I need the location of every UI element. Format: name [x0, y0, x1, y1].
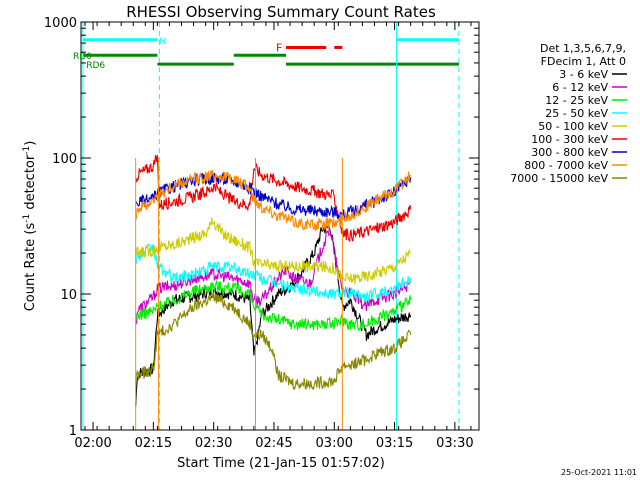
state-annotation-3: F — [276, 41, 282, 54]
legend-label-4: 50 - 100 keV — [538, 120, 608, 133]
legend-header-1: FDecim 1, Att 0 — [541, 55, 626, 68]
timestamp: 25-Oct-2021 11:01 — [561, 468, 637, 477]
series-line-4 — [135, 217, 411, 284]
series-line-8 — [135, 291, 412, 391]
state-annotation-0: N — [159, 37, 166, 47]
y-tick-label-2: 100 — [52, 152, 77, 167]
series-line-2 — [135, 279, 412, 331]
state-annotation-1: RD0 — [73, 52, 92, 62]
legend-label-2: 12 - 25 keV — [545, 94, 608, 107]
series-line-1 — [135, 229, 412, 325]
chart-title: RHESSI Observing Summary Count Rates — [126, 3, 436, 21]
legend-label-8: 7000 - 15000 keV — [510, 172, 608, 185]
y-axis-label-main: Count Rate (s — [23, 223, 38, 312]
series-line-0 — [135, 222, 412, 407]
legend-label-0: 3 - 6 keV — [559, 68, 608, 81]
legend-label-5: 100 - 300 keV — [531, 133, 608, 146]
y-axis-label-sup1: -1 — [22, 214, 32, 223]
legend-label-3: 25 - 50 keV — [545, 107, 608, 120]
y-tick-label-1: 10 — [60, 288, 77, 303]
x-tick-label-3: 02:45 — [255, 436, 292, 451]
series-line-5 — [135, 153, 412, 243]
y-axis-label-sup2: -1 — [22, 146, 32, 155]
x-axis-label: Start Time (21-Jan-15 01:57:02) — [177, 456, 385, 471]
plot-frame — [80, 21, 480, 431]
legend-label-1: 6 - 12 keV — [552, 81, 608, 94]
series-line-3 — [135, 243, 412, 302]
legend-label-6: 300 - 800 keV — [531, 146, 608, 159]
x-tick-label-0: 02:00 — [74, 436, 111, 451]
x-tick-label-4: 03:00 — [316, 436, 353, 451]
y-tick-label-0: 1 — [69, 424, 77, 439]
x-tick-label-5: 03:15 — [376, 436, 413, 451]
y-axis-label-mid: detector — [23, 154, 38, 214]
y-tick-label-3: 1000 — [44, 16, 77, 31]
state-annotation-2: RD6 — [86, 61, 105, 71]
series-line-7 — [135, 169, 412, 231]
y-axis-label-end: ) — [23, 141, 38, 146]
legend-label-7: 800 - 7000 keV — [524, 159, 608, 172]
x-tick-label-1: 02:15 — [135, 436, 172, 451]
legend-header-0: Det 1,3,5,6,7,9, — [540, 42, 626, 55]
y-axis-label: Count Rate (s-1 detector-1) — [22, 141, 38, 312]
x-tick-label-2: 02:30 — [195, 436, 232, 451]
x-tick-label-6: 03:30 — [436, 436, 473, 451]
